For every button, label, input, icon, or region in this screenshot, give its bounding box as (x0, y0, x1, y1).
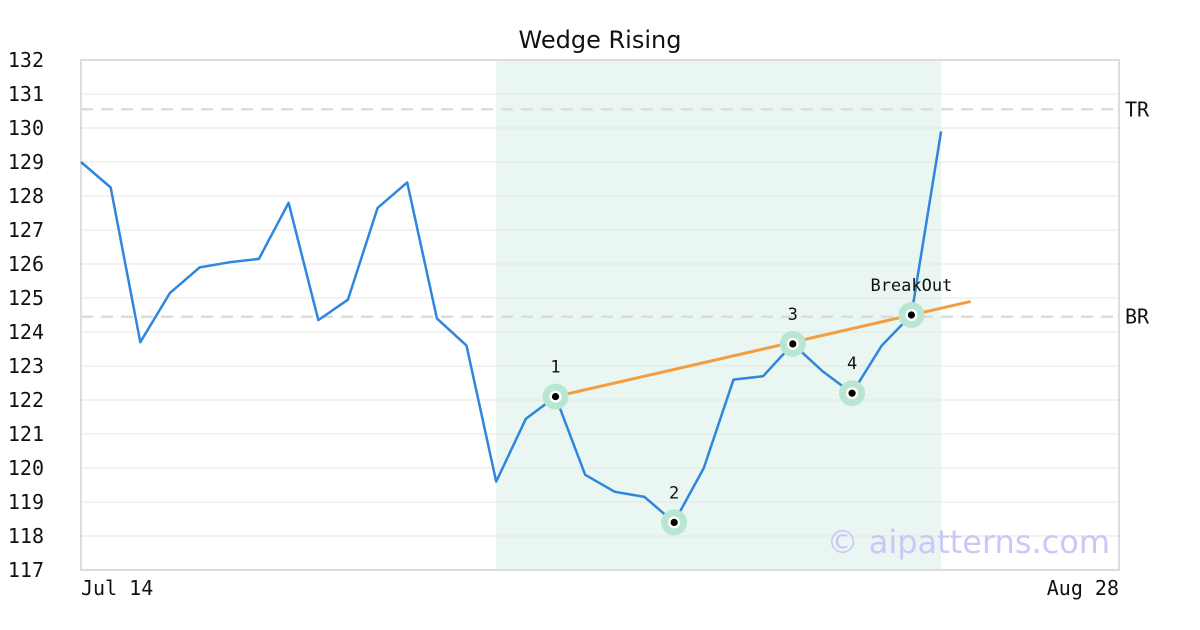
watermark: © aipatterns.com (827, 523, 1110, 561)
chart-title: Wedge Rising (519, 26, 682, 54)
y-axis: 117 118 119 120 121 122 123 124 125 126 127 128 129 1… (8, 48, 44, 582)
levels-group: TR BR (81, 97, 1150, 329)
y-tick-label: 125 (8, 286, 44, 310)
y-tick-label: 128 (8, 184, 44, 208)
y-tick-label: 118 (8, 524, 44, 548)
x-axis: Jul 14 Aug 28 (81, 576, 1119, 600)
marker-label: 3 (788, 305, 798, 325)
y-tick-label: 123 (8, 354, 44, 378)
y-tick-label: 124 (8, 320, 44, 344)
x-tick-label: Aug 28 (1047, 576, 1119, 600)
y-tick-label: 130 (8, 116, 44, 140)
y-tick-label: 117 (8, 558, 44, 582)
y-tick-label: 132 (8, 48, 44, 72)
y-tick-label: 126 (8, 252, 44, 276)
marker-label: 4 (847, 354, 857, 374)
y-tick-label: 119 (8, 490, 44, 514)
y-tick-label: 122 (8, 388, 44, 412)
marker-point (789, 340, 797, 348)
marker-point (907, 311, 916, 319)
x-tick-label: Jul 14 (81, 576, 153, 600)
grid-group (81, 59, 1119, 571)
highlight-region-group (496, 60, 942, 570)
marker-label: BreakOut (870, 276, 952, 296)
level-label-br: BR (1125, 305, 1150, 329)
markers-group: 1 2 3 4 BreakOut (542, 276, 952, 536)
marker-label: 2 (669, 483, 679, 503)
highlight-region (496, 60, 942, 570)
level-label-tr: TR (1125, 97, 1150, 121)
y-tick-label: 129 (8, 150, 44, 174)
marker-point (848, 389, 856, 397)
marker-point (670, 518, 678, 527)
y-tick-label: 121 (8, 422, 44, 446)
y-tick-label: 131 (8, 82, 44, 106)
marker-point (551, 393, 560, 401)
y-tick-label: 127 (8, 218, 44, 242)
marker-label: 1 (550, 358, 560, 378)
y-tick-label: 120 (8, 456, 44, 480)
plot-frame (80, 59, 1120, 571)
